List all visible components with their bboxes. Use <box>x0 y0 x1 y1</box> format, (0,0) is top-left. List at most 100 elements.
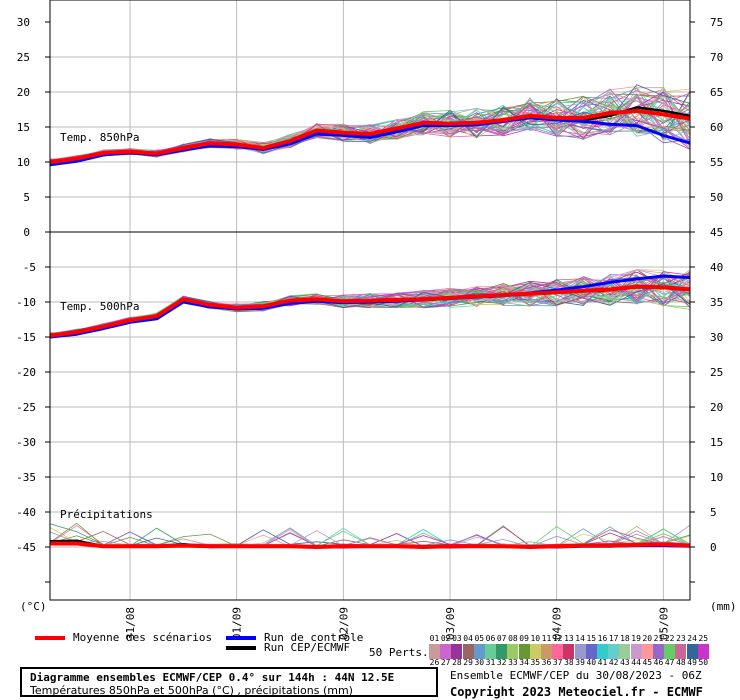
pert-id-label: 16 <box>597 634 608 643</box>
pert-color-swatch <box>507 644 519 653</box>
pert-id-label: 25 <box>698 634 709 643</box>
pert-color-swatch <box>451 650 463 659</box>
pert-color-swatch <box>440 650 452 659</box>
pert-id-label: 49 <box>687 658 697 667</box>
axes <box>45 0 695 601</box>
left-axis-unit: (°C) <box>20 600 47 613</box>
pert-color-swatch <box>563 650 575 659</box>
legend-mean-label: Moyenne des scénarios <box>73 631 213 644</box>
y-tick-right-bottom: 15 <box>710 436 723 449</box>
pert-id-label: 17 <box>608 634 619 643</box>
pert-color-swatch <box>552 650 564 659</box>
pert-id-label: 47 <box>664 658 675 667</box>
y-tick-right-bottom: 5 <box>710 506 717 519</box>
y-tick-left-t500: -15 <box>16 331 36 344</box>
y-tick-left-t850: 10 <box>17 156 30 169</box>
pert-id-label: 48 <box>676 658 686 667</box>
pert-id-label: 28 <box>452 658 462 667</box>
y-tick-left-t500: -30 <box>16 436 36 449</box>
panel-label-precip: Précipitations <box>60 508 153 521</box>
pert-color-swatch <box>686 644 698 653</box>
pert-id-label: 06 <box>485 634 496 643</box>
chart-subtitle: Températures 850hPa et 500hPa (°C) , pré… <box>30 684 353 697</box>
y-tick-left-t500: -25 <box>16 401 36 414</box>
y-tick-right-bottom: 35 <box>710 296 723 309</box>
y-tick-right-top: 50 <box>710 191 723 204</box>
pert-color-swatch <box>574 644 586 653</box>
pert-id-label: 09 <box>519 634 529 643</box>
y-tick-left-t500: -45 <box>16 541 36 554</box>
pert-color-swatch <box>440 644 452 653</box>
pert-id-label: 19 <box>631 634 641 643</box>
pert-color-swatch <box>585 644 597 653</box>
panel-label-t500: Temp. 500hPa <box>60 300 139 313</box>
legend-control: Run de contrôle <box>226 631 363 644</box>
pert-id-label: 27 <box>440 658 451 667</box>
pert-id-label: 31 <box>485 658 496 667</box>
pert-id-label: 02 <box>440 634 451 643</box>
pert-color-swatch <box>641 650 653 659</box>
y-tick-left-t850: 20 <box>17 86 30 99</box>
x-tick-label: 05/09 <box>657 607 670 640</box>
pert-id-label: 15 <box>586 634 597 643</box>
pert-color-swatch <box>485 644 496 653</box>
chart-title: Diagramme ensembles ECMWF/CEP 0.4° sur 1… <box>30 671 395 684</box>
y-tick-right-top: 75 <box>710 16 723 29</box>
pert-color-swatch <box>641 644 653 653</box>
pert-id-label: 30 <box>474 658 485 667</box>
x-tick-label: 02/09 <box>337 607 350 640</box>
pert-id-label: 21 <box>653 634 664 643</box>
pert-id-label: 26 <box>429 658 440 667</box>
pert-color-swatch <box>630 644 642 653</box>
pert-id-label: 34 <box>519 658 529 667</box>
title-box: Diagramme ensembles ECMWF/CEP 0.4° sur 1… <box>20 667 438 697</box>
y-tick-right-bottom: 20 <box>710 401 723 414</box>
pert-color-swatch <box>608 650 620 659</box>
series-lines <box>49 106 691 549</box>
pert-color-swatch <box>541 644 552 653</box>
pert-id-label: 05 <box>474 634 485 643</box>
pert-color-swatch <box>429 644 440 653</box>
pert-id-label: 42 <box>608 658 619 667</box>
pert-color-swatch <box>597 650 608 659</box>
pert-id-label: 40 <box>586 658 597 667</box>
pert-color-swatch <box>653 650 664 659</box>
pert-id-label: 24 <box>687 634 697 643</box>
y-tick-right-bottom: 0 <box>710 541 717 554</box>
y-tick-right-bottom: 25 <box>710 366 723 379</box>
pert-color-swatch <box>664 644 676 653</box>
perturbations-label: 50 Perts. <box>369 646 429 659</box>
pert-color-swatch <box>619 644 631 653</box>
pert-color-swatch <box>608 644 620 653</box>
y-tick-left-t500: -20 <box>16 366 36 379</box>
legend-ecmwf: Run CEP/ECMWF <box>226 641 350 654</box>
pert-line-t850 <box>49 91 691 161</box>
pert-id-label: 45 <box>642 658 653 667</box>
y-tick-left-t850: 0 <box>23 226 30 239</box>
pert-color-swatch <box>496 644 508 653</box>
x-tick-label: 04/09 <box>551 607 564 640</box>
x-tick-label: 31/08 <box>124 607 137 640</box>
pert-color-swatch <box>619 650 631 659</box>
pert-id-label: 13 <box>564 634 574 643</box>
pert-color-swatch <box>462 644 474 653</box>
pert-color-swatch <box>697 650 709 659</box>
pert-color-swatch <box>529 644 541 653</box>
y-tick-right-top: 55 <box>710 156 723 169</box>
pert-id-label: 07 <box>496 634 507 643</box>
copyright: Copyright 2023 Meteociel.fr - ECMWF <box>450 685 703 699</box>
pert-color-swatch <box>507 650 519 659</box>
pert-color-swatch <box>429 650 440 659</box>
pert-color-swatch <box>653 644 664 653</box>
pert-color-swatch <box>496 650 508 659</box>
pert-id-label: 50 <box>698 658 709 667</box>
y-tick-right-top: 60 <box>710 121 723 134</box>
y-tick-right-bottom: 40 <box>710 261 723 274</box>
legend-mean-swatch <box>35 636 65 640</box>
y-tick-right-bottom: 10 <box>710 471 723 484</box>
pert-id-label: 41 <box>597 658 608 667</box>
legend-ecmwf-swatch <box>226 646 256 650</box>
pert-color-swatch <box>664 650 676 659</box>
series-line-t500 <box>49 284 691 338</box>
